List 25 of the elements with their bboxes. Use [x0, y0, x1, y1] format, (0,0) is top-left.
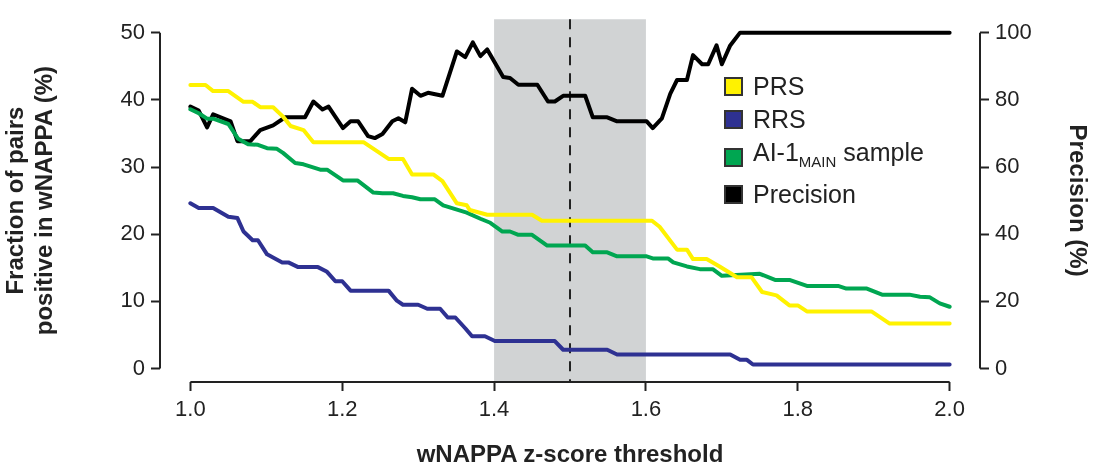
y-tick-label: 20	[120, 220, 145, 246]
y2-axis-title: Precision (%)	[1064, 124, 1092, 277]
x-tick-label: 1.2	[326, 396, 358, 422]
y2-tick-label: 0	[995, 354, 1008, 380]
x-axis-title: wNAPPA z-score threshold	[415, 440, 724, 468]
y-tick-label: 40	[120, 85, 145, 111]
y2-tick-label: 80	[995, 85, 1020, 111]
y2-tick-label: 40	[995, 220, 1020, 246]
y2-tick-label: 60	[995, 153, 1020, 179]
x-tick-label: 1.8	[782, 396, 814, 422]
y-tick-label: 30	[120, 153, 145, 179]
y2-tick-label: 20	[995, 287, 1020, 313]
legend-label: AI-1$_{MAIN}$ sample	[753, 137, 924, 172]
x-tick-label: 1.4	[478, 396, 510, 422]
x-tick-label: 2.0	[934, 396, 965, 422]
legend-label: RRS	[753, 104, 806, 135]
x-tick-label: 1.0	[175, 396, 206, 422]
y-axis-title: Fraction of pairs positive in wNAPPA (%)	[1, 65, 57, 336]
y-tick-label: 10	[120, 287, 145, 313]
y-tick-label: 50	[120, 18, 145, 44]
legend-label: Precision	[753, 179, 856, 210]
legend-label: PRS	[753, 71, 805, 102]
x-tick-label: 1.6	[630, 396, 662, 422]
y-tick-label: 0	[132, 354, 145, 380]
y2-tick-label: 100	[995, 18, 1032, 44]
